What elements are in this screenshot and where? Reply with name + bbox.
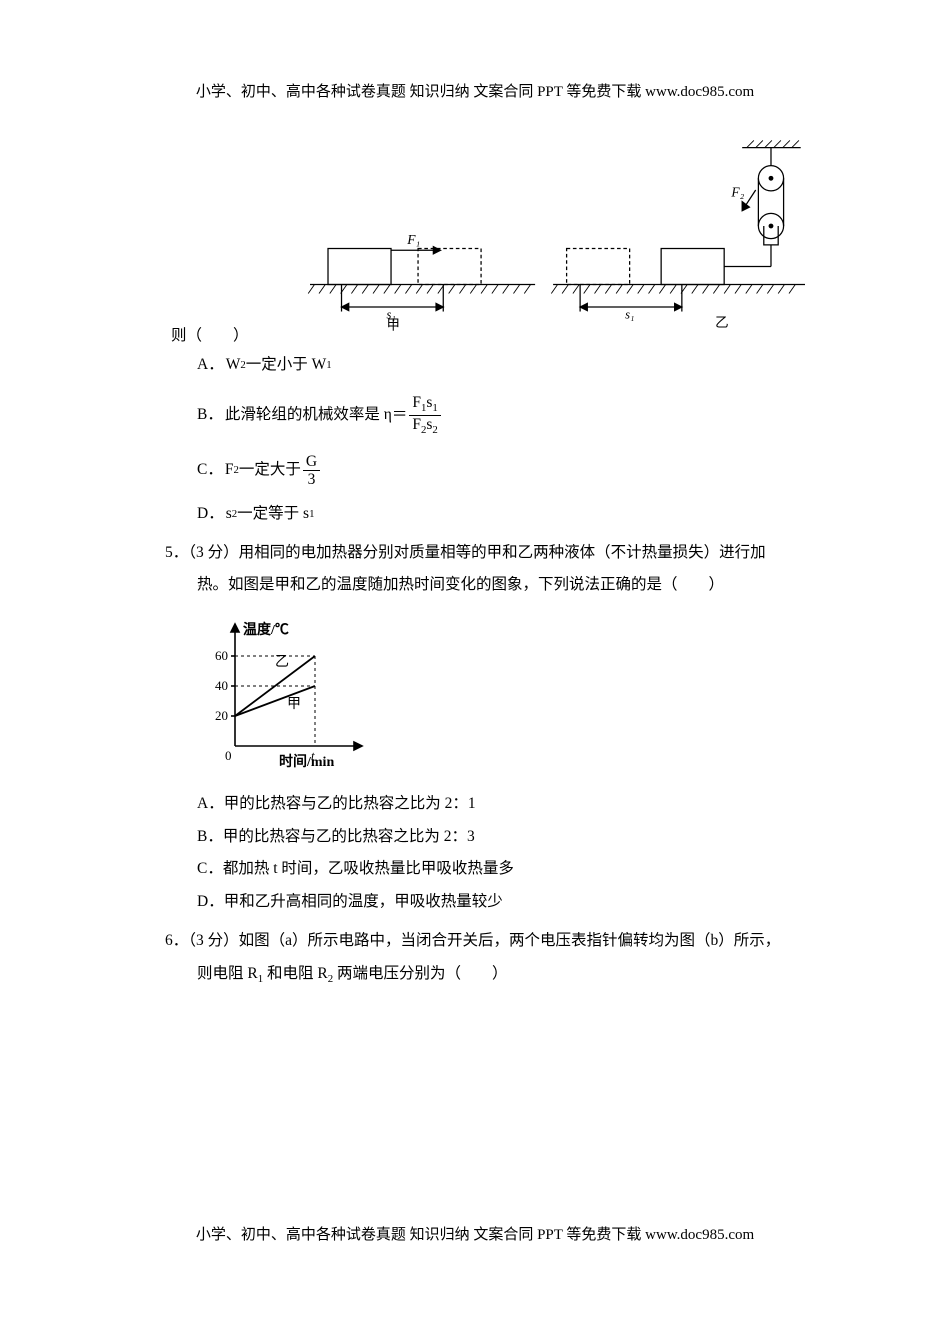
- q5-option-d: D．甲和乙升高相同的温度，甲吸收热量较少: [197, 890, 805, 915]
- x-axis-label: 时间/min: [279, 753, 334, 770]
- q4-figure: F₁ s₁ 甲: [301, 130, 805, 340]
- svg-text:60: 60: [215, 648, 228, 663]
- yi-label: 乙: [715, 315, 729, 330]
- svg-text:20: 20: [215, 708, 228, 723]
- svg-text:0: 0: [225, 748, 232, 763]
- q4-option-a: A． W2 一定小于 W1: [197, 353, 805, 378]
- q5-option-b: B．甲的比热容与乙的比热容之比为 2：3: [197, 825, 805, 850]
- q5-stem: 5．（3 分）用相同的电加热器分别对质量相等的甲和乙两种液体（不计热量损失）进行…: [165, 537, 805, 602]
- y-axis-label: 温度/℃: [243, 621, 289, 638]
- content-area: 则（ ）: [165, 130, 805, 996]
- q4-ze-text: 则（ ）: [171, 323, 241, 345]
- jia-label: 甲: [386, 318, 400, 333]
- s1-right-label: s₁: [625, 308, 634, 322]
- jia-line-label: 甲: [287, 697, 301, 712]
- q4-option-b: B． 此滑轮组的机械效率是 η＝ F1s1 F2s2: [197, 394, 805, 437]
- q4-option-d: D． s2 一定等于 s1: [197, 502, 805, 527]
- q4-option-c: C． F2 一定大于 G 3: [197, 453, 805, 488]
- q5-option-a: A．甲的比热容与乙的比热容之比为 2：1: [197, 792, 805, 817]
- svg-text:40: 40: [215, 678, 228, 693]
- f2-label: F₂: [730, 184, 744, 199]
- q5-graph: 温度/℃ 60 40 20 0 t 乙 甲 时间/min: [197, 616, 372, 771]
- page-footer: 小学、初中、高中各种试卷真题 知识归纳 文案合同 PPT 等免费下载 www.d…: [0, 1223, 950, 1244]
- q5-option-c: C．都加热 t 时间，乙吸收热量比甲吸收热量多: [197, 857, 805, 882]
- yi-line-label: 乙: [275, 654, 289, 670]
- page-header: 小学、初中、高中各种试卷真题 知识归纳 文案合同 PPT 等免费下载 www.d…: [0, 80, 950, 101]
- q6-stem: 6．（3 分）如图（a）所示电路中，当闭合开关后，两个电压表指针偏转均为图（b）…: [165, 925, 805, 990]
- f1-label: F₁: [406, 232, 420, 247]
